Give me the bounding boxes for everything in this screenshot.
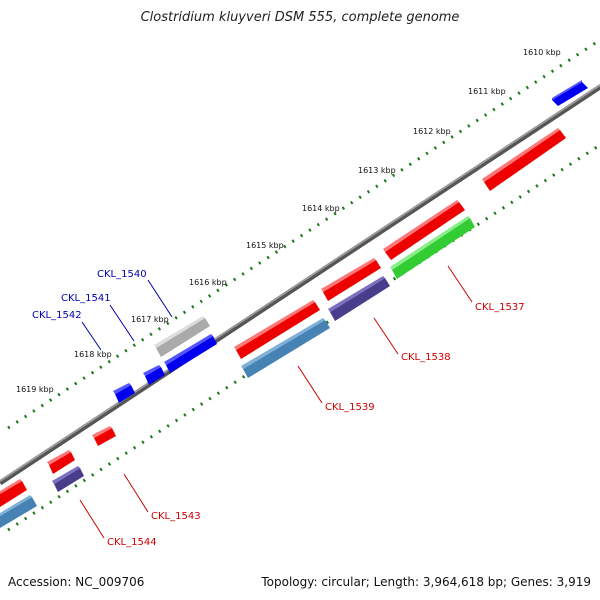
gene-label-ckl1539[interactable]: CKL_1539	[325, 402, 375, 413]
gene-bar-ckl1542[interactable]	[145, 367, 165, 385]
gene-label-ckl1537[interactable]: CKL_1537	[475, 302, 525, 313]
gene-bar-steel-1539-top[interactable]	[241, 318, 325, 369]
gene-bar-small-blue-top[interactable]	[113, 383, 131, 394]
tick-label: 1616 kbp	[189, 278, 227, 287]
gene-bar-small-red-2-top[interactable]	[47, 450, 71, 465]
tick-label: 1613 kbp	[358, 166, 396, 175]
gene-bar-slate-1544-top[interactable]	[52, 466, 80, 484]
genome-backbone	[0, 84, 600, 486]
gene-bar-small-blue[interactable]	[115, 385, 135, 403]
leader-ckl1539	[297, 365, 323, 404]
gene-bar-steel-edge-top[interactable]	[0, 495, 32, 516]
tick-label: 1610 kbp	[523, 48, 561, 57]
gene-bar-small-red-1-top[interactable]	[92, 426, 112, 438]
tick-label: 1618 kbp	[74, 350, 112, 359]
outer-dotted-ring	[7, 38, 600, 430]
gene-bar-ckl1539-a-top[interactable]	[321, 258, 376, 292]
gene-bar-slate-1538[interactable]	[330, 278, 390, 321]
gene-bar-slate-1544[interactable]	[54, 468, 84, 492]
gene-arrow[interactable]	[552, 80, 582, 100]
leader-ckl1540	[147, 279, 173, 318]
map-title: Clostridium kluyveri DSM 555, complete g…	[140, 10, 460, 25]
leader-ckl1541	[109, 304, 135, 342]
gene-bar-ckl1540-top[interactable]	[154, 316, 205, 348]
gene-bar-green[interactable]	[392, 218, 475, 279]
genome-summary: Topology: circular; Length: 3,964,618 bp…	[261, 575, 591, 589]
tick-label: 1619 kbp	[16, 385, 54, 394]
leader-ckl1538	[373, 317, 399, 355]
gene-bar-steel-1539[interactable]	[243, 320, 330, 378]
tick-label: 1612 kbp	[413, 127, 451, 136]
gene-label-ckl1541[interactable]: CKL_1541	[61, 293, 111, 304]
accession-label: Accession: NC_009706	[8, 575, 145, 589]
gene-bar-steel-edge[interactable]	[0, 497, 37, 528]
gene-label-ckl1543[interactable]: CKL_1543	[151, 511, 201, 522]
gene-bar-small-red-1[interactable]	[94, 428, 116, 446]
tick-label: 1615 kbp	[246, 241, 284, 250]
gene-label-ckl1542[interactable]: CKL_1542	[32, 310, 82, 321]
gene-label-ckl1540[interactable]: CKL_1540	[97, 269, 147, 280]
gene-arrow[interactable]	[552, 82, 588, 106]
gene-bar-ckl1539-a[interactable]	[323, 260, 381, 301]
tick-label: 1611 kbp	[468, 87, 506, 96]
gene-bar-ckl1541-top[interactable]	[164, 334, 213, 365]
leader-ckl1537	[447, 265, 473, 303]
gene-bar-ckl1540[interactable]	[156, 318, 210, 357]
gene-bar-small-red-2[interactable]	[49, 452, 75, 474]
gene-bar-ckl1537-top[interactable]	[482, 128, 560, 182]
leader-ckl1544	[79, 499, 105, 539]
gene-bar-ckl1541[interactable]	[166, 336, 217, 373]
gene-bar-ckl1538-top[interactable]	[383, 200, 459, 252]
gene-bar-green-top[interactable]	[390, 216, 470, 270]
label-leaders	[79, 265, 473, 539]
inner-strand-features	[0, 216, 475, 528]
gene-label-ckl1538[interactable]: CKL_1538	[401, 352, 451, 363]
leader-ckl1543	[123, 473, 149, 513]
tick-label: 1614 kbp	[302, 204, 340, 213]
gene-bar-ckl1538[interactable]	[385, 202, 465, 260]
tick-label: 1617 kbp	[131, 315, 169, 324]
gene-bar-ckl1539-b-top[interactable]	[234, 300, 315, 350]
genome-backbone-highlight	[0, 84, 600, 482]
leader-ckl1542	[81, 321, 102, 351]
gene-bar-slate-1538-top[interactable]	[328, 276, 385, 312]
gene-bar-ckl1539-b[interactable]	[236, 302, 320, 359]
gene-bar-red-edge-top[interactable]	[0, 479, 22, 494]
gene-bar-ckl1537[interactable]	[484, 130, 566, 191]
gene-bar-ckl1542-top[interactable]	[143, 365, 161, 376]
gene-label-ckl1544[interactable]: CKL_1544	[107, 537, 157, 548]
outer-strand-features	[113, 80, 588, 403]
gene-bar-red-edge[interactable]	[0, 481, 27, 507]
